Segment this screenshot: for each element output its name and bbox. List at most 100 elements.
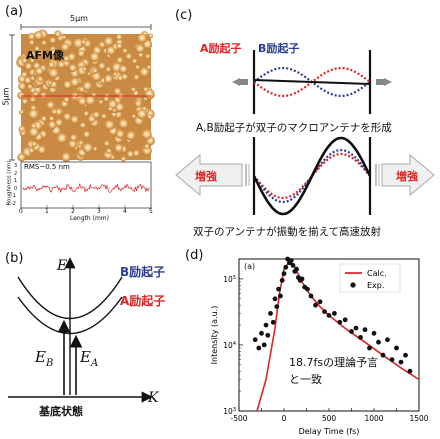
afm-grain: [27, 32, 36, 41]
afm-grain: [126, 150, 134, 158]
afm-grain: [79, 122, 86, 129]
afm-grain: [47, 80, 53, 86]
afm-grain: [104, 119, 115, 131]
afm-grain: [49, 37, 56, 44]
afm-grain: [116, 42, 123, 50]
panel-c-label: (c): [175, 8, 193, 23]
series-exp-point: [274, 304, 280, 309]
roughness-profile-line: [22, 183, 150, 194]
series-exp-point: [299, 276, 305, 282]
afm-grain: [37, 145, 46, 155]
series-exp-point: [285, 256, 290, 262]
c-caption-2: 双子のアンテナが振動を揃えて高速放射: [193, 226, 382, 238]
roughness-x-tick-label: 0: [19, 208, 23, 215]
series-exp-point: [263, 322, 269, 328]
x-tick-label: -500: [230, 414, 247, 423]
series-exp-point: [322, 309, 327, 314]
afm-grain: [48, 116, 55, 122]
series-exp-point: [337, 319, 343, 325]
series-exp-point: [403, 352, 408, 358]
afm-grain: [106, 45, 116, 56]
afm-grain: [136, 109, 148, 120]
c-b-exciton-label: B励起子: [258, 42, 300, 55]
ea-label: EA: [80, 348, 99, 369]
afm-grain: [106, 148, 112, 154]
afm-grain: [17, 91, 25, 100]
chart-ticks: -500 0 500 1000 1500 103 104 105: [223, 258, 429, 423]
afm-grain: [77, 97, 87, 106]
afm-grain: [72, 38, 84, 49]
afm-grain: [118, 64, 128, 74]
afm-grain: [117, 75, 124, 82]
afm-grain: [92, 146, 98, 152]
afm-grain: [30, 75, 36, 81]
afm-grain: [98, 62, 106, 70]
series-exp-point: [358, 335, 363, 340]
afm-grain: [141, 145, 152, 156]
series-exp-point: [290, 263, 296, 268]
roughness-rms-label: RMS~0.5 nm: [24, 163, 70, 171]
x-tick-label: 1000: [364, 414, 383, 423]
series-exp-point: [308, 293, 314, 299]
afm-grain: [85, 95, 96, 106]
energy-axis-label: E: [57, 258, 68, 274]
afm-grain: [144, 88, 155, 100]
series-exp-point: [332, 311, 337, 316]
series-exp-point: [272, 296, 278, 302]
roughness-y-tick-label: 2: [14, 170, 18, 177]
roughness-y-tick-label: 3: [14, 163, 18, 169]
afm-grain: [103, 96, 110, 102]
afm-grain: [41, 40, 47, 46]
series-exp-point: [349, 329, 354, 334]
chart-y-axis-label: Intensity (a.u.): [210, 306, 219, 365]
afm-grain: [29, 39, 35, 46]
afm-grain: [137, 52, 144, 58]
left-emission-arrow-small: [232, 78, 240, 86]
right-enhance-arrow: [375, 153, 435, 197]
afm-grain: [130, 87, 136, 93]
series-exp-point: [270, 319, 276, 325]
afm-grain: [120, 156, 126, 162]
c-a-exciton-label: A励起子: [200, 42, 242, 55]
afm-grain: [78, 140, 84, 146]
afm-grain: [51, 109, 58, 115]
series-exp-point: [398, 359, 404, 365]
afm-grain: [115, 129, 125, 139]
combined-wave-lower: [252, 136, 372, 216]
afm-grain: [108, 106, 113, 112]
afm-grain: [27, 84, 33, 90]
afm-grain: [63, 80, 72, 90]
series-exp-point: [252, 337, 258, 343]
afm-grain: [37, 76, 44, 83]
afm-grain: [110, 155, 115, 160]
afm-grain: [70, 115, 79, 125]
series-exp-point: [380, 352, 386, 358]
afm-grain: [115, 33, 123, 41]
panel-a-figure: [9, 24, 155, 209]
series-exp-point: [256, 345, 262, 351]
series-exp-point: [362, 327, 368, 333]
afm-grain: [21, 98, 28, 105]
afm-grain: [57, 60, 66, 69]
afm-grain: [48, 61, 55, 69]
panel-d-chart: -500 0 500 1000 1500 103 104 105 Calc. Exp. Del…: [210, 256, 429, 436]
series-exp-point: [371, 330, 377, 336]
series-exp-point: [326, 313, 332, 318]
afm-grain: [139, 67, 150, 78]
series-exp-point: [376, 339, 381, 345]
afm-grain: [40, 115, 47, 122]
afm-grain: [82, 66, 87, 72]
afm-grain: [101, 113, 107, 120]
c-enhance-left-label: 増強: [195, 170, 217, 183]
series-exp-point: [342, 317, 348, 323]
afm-title: AFM像: [26, 49, 64, 62]
afm-grain: [135, 65, 140, 70]
afm-grain: [61, 152, 71, 162]
roughness-y-tick-label: 0: [14, 185, 18, 192]
afm-grain: [134, 100, 142, 108]
roughness-x-ticks: [20, 205, 152, 208]
y-tick-label: 105: [223, 275, 236, 284]
afm-grain: [54, 108, 63, 116]
scale-label-top: 5μm: [70, 14, 88, 23]
afm-grain: [118, 118, 129, 129]
